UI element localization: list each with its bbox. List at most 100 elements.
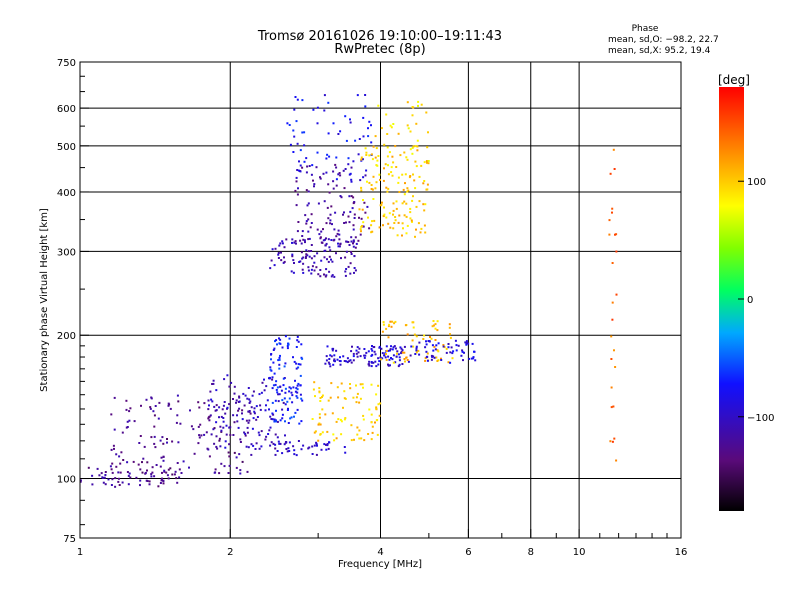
data-point: [350, 178, 353, 181]
data-point: [199, 423, 202, 426]
data-point: [252, 417, 255, 420]
data-point: [145, 398, 148, 401]
data-point: [414, 187, 417, 190]
data-point: [281, 413, 284, 416]
data-point: [390, 171, 393, 174]
data-point: [362, 386, 364, 389]
data-point: [613, 168, 616, 170]
data-point: [353, 267, 356, 269]
data-point: [347, 157, 350, 160]
data-point: [352, 196, 355, 199]
data-point: [462, 359, 464, 362]
x-tick-label: 2: [227, 547, 233, 558]
data-point: [368, 227, 371, 230]
data-point: [120, 451, 123, 454]
data-point: [339, 360, 342, 363]
data-point: [402, 188, 405, 191]
data-point: [210, 398, 213, 401]
data-point: [467, 342, 470, 345]
data-point: [284, 391, 287, 394]
data-point: [296, 142, 299, 145]
data-point: [283, 246, 286, 249]
data-point: [283, 365, 286, 368]
data-point: [382, 224, 384, 227]
data-point: [321, 396, 323, 398]
data-point: [351, 345, 353, 348]
data-point: [316, 151, 319, 154]
data-point: [296, 339, 299, 342]
data-point: [349, 172, 352, 175]
data-point: [150, 473, 153, 476]
data-point: [271, 418, 274, 421]
data-point: [405, 356, 408, 359]
data-point: [290, 416, 293, 419]
data-point: [609, 172, 612, 175]
data-point: [325, 237, 327, 240]
data-point: [294, 189, 297, 192]
data-point: [336, 386, 339, 389]
data-point: [96, 467, 99, 470]
data-point: [284, 335, 287, 338]
data-point: [370, 421, 373, 424]
data-point: [282, 401, 285, 404]
data-point: [336, 358, 339, 361]
data-point: [465, 340, 468, 343]
data-point: [281, 242, 284, 245]
data-point: [331, 260, 334, 263]
data-point: [392, 227, 395, 230]
data-point: [337, 133, 340, 135]
data-point: [307, 218, 310, 221]
data-point: [377, 357, 380, 360]
data-point: [271, 248, 274, 251]
data-point: [146, 461, 149, 464]
data-point: [291, 238, 294, 241]
data-point: [400, 347, 403, 350]
data-point: [344, 274, 347, 277]
data-point: [278, 356, 281, 359]
data-point: [362, 135, 365, 138]
data-point: [436, 349, 439, 352]
data-point: [301, 399, 304, 402]
data-point: [304, 241, 306, 244]
data-point: [407, 189, 410, 192]
data-point: [427, 162, 430, 165]
data-point: [349, 359, 352, 362]
data-point: [286, 345, 289, 347]
data-point: [425, 160, 428, 163]
data-point: [255, 418, 258, 421]
data-point: [229, 434, 232, 436]
data-point: [207, 417, 210, 420]
data-point: [359, 355, 362, 358]
data-point: [613, 349, 615, 352]
data-point: [333, 275, 336, 278]
data-point: [371, 349, 374, 352]
data-point: [611, 207, 614, 210]
data-point: [285, 448, 288, 450]
data-point: [394, 320, 397, 323]
x-tick-label: 4: [377, 547, 383, 558]
data-point: [161, 477, 163, 480]
data-point: [91, 483, 94, 486]
data-point: [259, 404, 262, 407]
data-point: [389, 349, 391, 352]
data-point: [316, 444, 318, 447]
data-point: [291, 401, 294, 404]
data-point: [380, 347, 383, 350]
data-point: [236, 420, 239, 423]
data-point: [233, 392, 236, 395]
data-point: [342, 213, 344, 216]
data-point: [406, 190, 409, 193]
data-point: [109, 465, 112, 468]
data-point: [393, 222, 396, 224]
data-point: [236, 414, 238, 417]
data-point: [301, 235, 304, 237]
data-point: [342, 169, 345, 172]
data-point: [138, 442, 141, 444]
data-point: [609, 440, 612, 443]
data-point: [319, 176, 321, 179]
data-point: [358, 347, 361, 350]
data-point: [422, 203, 425, 206]
data-point: [392, 213, 394, 216]
data-point: [308, 255, 311, 258]
data-point: [277, 359, 280, 362]
